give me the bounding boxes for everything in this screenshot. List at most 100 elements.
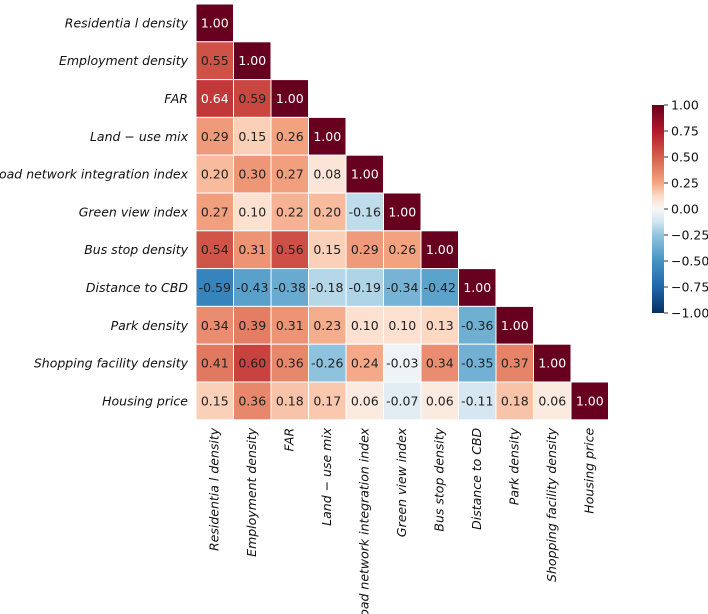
heatmap-cell xyxy=(308,343,347,383)
heatmap-cell xyxy=(195,305,234,345)
cell-value-label: 1.00 xyxy=(201,15,229,30)
heatmap-cell xyxy=(270,192,309,232)
cell-value-label: -0.38 xyxy=(274,280,306,295)
heatmap-cell xyxy=(308,192,347,232)
cell-value-label: 0.34 xyxy=(201,318,229,333)
heatmap-cell xyxy=(195,3,234,43)
cell-value-label: 1.00 xyxy=(501,318,529,333)
cell-value-label: -0.07 xyxy=(386,393,418,408)
heatmap-cell xyxy=(570,381,609,421)
heatmap-cell xyxy=(420,230,459,270)
heatmap-cell xyxy=(195,41,234,81)
colorbar-tick-label: 0.25 xyxy=(671,176,699,191)
cell-value-label: 0.54 xyxy=(201,242,229,257)
cell-value-label: 0.22 xyxy=(276,204,304,219)
cell-value-label: -0.16 xyxy=(349,204,381,219)
cell-value-label: 1.00 xyxy=(426,242,454,257)
cell-value-label: 0.60 xyxy=(238,356,266,371)
colorbar-tick-label: 0.00 xyxy=(671,202,699,217)
cell-value-label: 1.00 xyxy=(238,53,266,68)
heatmap-cell xyxy=(233,154,272,194)
colorbar-tick-label: 0.75 xyxy=(671,124,699,139)
cell-value-label: -0.11 xyxy=(461,393,493,408)
column-label: Road network integration index xyxy=(357,427,372,614)
cell-value-label: 1.00 xyxy=(351,167,379,182)
cell-value-label: -0.36 xyxy=(461,318,493,333)
heatmap-cell xyxy=(533,343,572,383)
column-label: FAR xyxy=(282,428,297,452)
cell-value-label: 0.59 xyxy=(238,91,266,106)
cell-value-label: 0.26 xyxy=(276,129,304,144)
heatmap-cell xyxy=(233,192,272,232)
cell-value-label: 0.55 xyxy=(201,53,229,68)
heatmap-cell xyxy=(345,381,384,421)
cell-value-label: -0.59 xyxy=(199,280,231,295)
heatmap-cell xyxy=(495,381,534,421)
cell-value-label: 1.00 xyxy=(576,393,604,408)
column-label: Employment density xyxy=(244,427,259,557)
cell-value-label: -0.18 xyxy=(311,280,343,295)
cell-value-label: 0.24 xyxy=(351,356,379,371)
heatmap-cell xyxy=(420,381,459,421)
heatmap-cell xyxy=(308,154,347,194)
colorbar-tick-label: 0.50 xyxy=(671,150,699,165)
column-label: Housing price xyxy=(582,428,597,514)
cell-value-label: 0.31 xyxy=(238,242,266,257)
cell-value-label: 0.36 xyxy=(276,356,304,371)
cell-value-label: 0.15 xyxy=(313,242,341,257)
row-label: Road network integration index xyxy=(0,167,189,182)
column-label: Green view index xyxy=(394,427,409,537)
colorbar-tick-label: −0.25 xyxy=(671,228,708,243)
column-label: Distance to CBD xyxy=(469,427,484,529)
heatmap-cell xyxy=(195,343,234,383)
row-label: Shopping facility density xyxy=(34,356,189,371)
cell-value-label: 0.56 xyxy=(276,242,304,257)
row-label: FAR xyxy=(164,91,188,106)
cell-value-label: 0.30 xyxy=(238,167,266,182)
cell-value-label: -0.42 xyxy=(424,280,456,295)
colorbar: −1.00 −0.75 −0.50 −0.25 0.00 0.25 0.50 0.75 1.00 xyxy=(652,98,708,321)
cell-value-label: 0.18 xyxy=(276,393,304,408)
heatmap-cell xyxy=(495,343,534,383)
cell-value-label: 0.29 xyxy=(351,242,379,257)
heatmap-cell xyxy=(195,230,234,270)
heatmap-cell xyxy=(270,268,309,307)
column-label: Residentia l density xyxy=(207,427,222,551)
row-labels: Residentia l density Employment density FA… xyxy=(0,15,189,408)
cell-value-label: 0.34 xyxy=(426,356,454,371)
colorbar-tick-label: −1.00 xyxy=(671,306,708,321)
row-label: Housing price xyxy=(102,393,188,408)
heatmap-cell xyxy=(195,268,234,307)
cell-value-label: 0.41 xyxy=(201,356,229,371)
cell-value-label: -0.26 xyxy=(311,356,343,371)
colorbar-tick-label: −0.50 xyxy=(671,254,708,269)
column-labels: Residentia l density Employment density FA… xyxy=(207,427,597,614)
colorbar-tick-label: 1.00 xyxy=(671,98,699,113)
cell-value-label: 0.13 xyxy=(426,318,454,333)
cell-value-label: 0.29 xyxy=(201,129,229,144)
column-label: Bus stop density xyxy=(432,427,447,531)
cell-value-label: 0.64 xyxy=(201,91,229,106)
heatmap-cell xyxy=(270,79,309,118)
cell-value-label: 0.17 xyxy=(313,393,341,408)
cell-value-label: 0.10 xyxy=(388,318,416,333)
heatmap-cell xyxy=(383,381,422,421)
cell-value-label: 0.06 xyxy=(426,393,454,408)
heatmap-cell xyxy=(458,268,497,307)
cell-value-label: 0.39 xyxy=(238,318,266,333)
cell-value-label: 0.27 xyxy=(276,167,304,182)
heatmap-cell xyxy=(308,116,347,156)
colorbar-gradient xyxy=(652,105,664,313)
heatmap-cell xyxy=(195,192,234,232)
cell-value-label: 0.18 xyxy=(501,393,529,408)
column-label: Land − use mix xyxy=(319,427,334,526)
heatmap-cell xyxy=(383,230,422,270)
cell-value-label: 0.10 xyxy=(238,204,266,219)
heatmap-cell xyxy=(233,230,272,270)
cell-value-label: 1.00 xyxy=(463,280,491,295)
cell-value-label: -0.34 xyxy=(386,280,418,295)
row-label: Land − use mix xyxy=(90,129,189,144)
heatmap-cell xyxy=(233,343,272,383)
heatmap-cell xyxy=(383,343,422,383)
